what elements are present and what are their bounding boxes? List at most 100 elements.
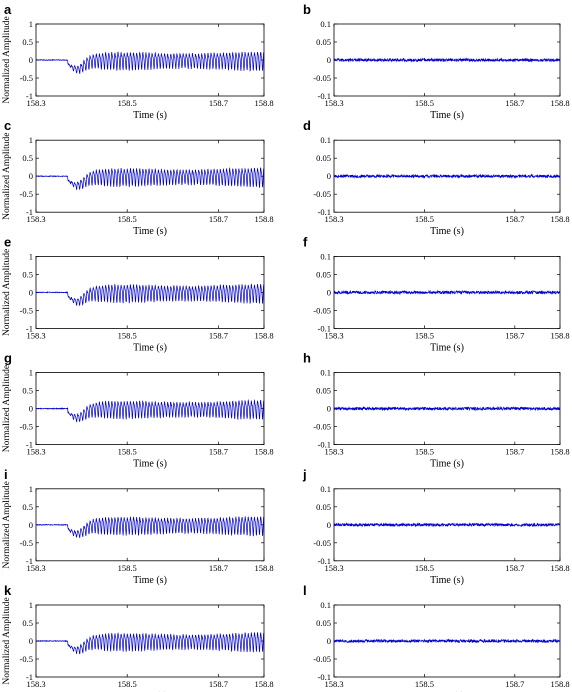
x-tick-label: 158.7 [209, 447, 228, 457]
x-tick-label: 158.8 [254, 563, 273, 573]
x-tick-label: 158.5 [415, 330, 434, 340]
panel-b: b -0.1 -0.05 0 0.05 0.1 158.3 158.5 158.7 158.8 Ti… [303, 2, 570, 121]
y-tick-label: 0.05 [316, 502, 331, 512]
x-axis-label: Time (s) [430, 342, 464, 353]
y-tick-label: -0.1 [318, 672, 331, 682]
y-axis-label: Normalized Amplitude [2, 365, 12, 452]
panel-f: f -0.1 -0.05 0 0.05 0.1 158.3 158.5 158.7 158.8 Ti… [303, 234, 570, 353]
series-line [333, 638, 561, 644]
y-tick-label: 0 [29, 55, 33, 65]
y-axis-label: Normalized Amplitude [2, 249, 12, 336]
panel-i: i -1 -0.5 0 0.5 1 158.3 158.5 158.7 158.8 Time (s)… [2, 467, 274, 586]
x-tick-label: 158.7 [209, 330, 228, 340]
y-tick-label: 0.05 [316, 618, 331, 628]
x-tick-label: 158.3 [324, 330, 343, 340]
panel-a: a -1 -0.5 0 0.5 1 158.3 158.5 158.7 158.8 Time (s)… [2, 2, 274, 121]
x-tick-label: 158.5 [415, 447, 434, 457]
x-tick-label: 158.8 [550, 447, 569, 457]
panel-h: h -0.1 -0.05 0 0.05 0.1 158.3 158.5 158.7 158.8 Ti… [303, 351, 570, 470]
y-tick-label: 0 [327, 520, 331, 530]
x-tick-label: 158.7 [209, 679, 228, 689]
x-axis-label: Time (s) [133, 575, 167, 586]
x-tick-label: 158.8 [550, 98, 569, 108]
x-tick-label: 158.8 [254, 447, 273, 457]
x-axis-label: Time (s) [133, 459, 167, 470]
y-tick-label: -0.1 [318, 323, 331, 333]
y-tick-label: 0 [327, 287, 331, 297]
y-tick-label: 1 [29, 19, 33, 29]
x-tick-label: 158.8 [550, 330, 569, 340]
y-tick-label: 0.1 [320, 19, 331, 29]
series-line [333, 173, 561, 179]
y-tick-label: 0.1 [320, 251, 331, 261]
x-tick-label: 158.3 [26, 447, 45, 457]
series-line [35, 398, 265, 423]
panel-letter: c [4, 118, 11, 133]
x-tick-label: 158.3 [324, 214, 343, 224]
x-tick-label: 158.5 [118, 330, 137, 340]
y-tick-label: -0.5 [20, 305, 33, 315]
y-tick-label: 0 [29, 171, 33, 181]
x-tick-label: 158.5 [415, 98, 434, 108]
series-line [35, 283, 265, 307]
x-tick-label: 158.5 [415, 214, 434, 224]
panel-letter: k [4, 583, 12, 598]
panel-j: j -0.1 -0.05 0 0.05 0.1 158.3 158.5 158.7 158.8 Ti… [302, 467, 570, 586]
x-tick-label: 158.7 [505, 447, 524, 457]
x-tick-label: 158.7 [209, 214, 228, 224]
y-tick-label: 1 [29, 368, 33, 378]
y-tick-label: 0.5 [22, 153, 33, 163]
panel-letter: d [303, 118, 311, 133]
y-tick-label: -0.5 [20, 189, 33, 199]
y-tick-label: 0 [327, 636, 331, 646]
y-tick-label: -0.1 [318, 556, 331, 566]
y-tick-label: -0.5 [20, 73, 33, 83]
x-tick-label: 158.5 [118, 447, 137, 457]
y-axis-label: Normalized Amplitude [2, 597, 12, 684]
x-tick-label: 158.5 [118, 98, 137, 108]
x-tick-label: 158.3 [324, 447, 343, 457]
series-line [35, 631, 265, 655]
y-tick-label: 0 [29, 636, 33, 646]
x-axis-label: Time (s) [430, 226, 464, 237]
y-tick-label: -1 [26, 440, 33, 450]
y-tick-label: 0 [29, 520, 33, 530]
y-tick-label: 0 [327, 55, 331, 65]
panel-letter: g [4, 351, 12, 366]
x-tick-label: 158.5 [118, 563, 137, 573]
series-line [333, 289, 561, 296]
panel-letter: j [302, 467, 307, 482]
y-tick-label: 0.05 [316, 37, 331, 47]
x-tick-label: 158.3 [324, 98, 343, 108]
y-axis-label: Normalized Amplitude [2, 133, 12, 220]
x-tick-label: 158.8 [254, 679, 273, 689]
x-tick-label: 158.8 [550, 563, 569, 573]
x-axis-label: Time (s) [133, 342, 167, 353]
y-tick-label: 0 [327, 171, 331, 181]
y-tick-label: 0.5 [22, 37, 33, 47]
y-tick-label: -0.05 [313, 654, 331, 664]
x-tick-label: 158.3 [26, 330, 45, 340]
x-tick-label: 158.3 [324, 563, 343, 573]
series-line [333, 522, 561, 528]
y-tick-label: -0.1 [318, 91, 331, 101]
y-tick-label: -1 [26, 207, 33, 217]
y-tick-label: 0 [29, 287, 33, 297]
x-tick-label: 158.3 [26, 563, 45, 573]
y-tick-label: -0.05 [313, 189, 331, 199]
y-tick-label: 1 [29, 484, 33, 494]
y-tick-label: -0.05 [313, 73, 331, 83]
y-tick-label: -0.5 [20, 654, 33, 664]
series-line [35, 51, 265, 75]
x-tick-label: 158.5 [415, 563, 434, 573]
y-tick-label: 0.1 [320, 368, 331, 378]
x-tick-label: 158.7 [209, 563, 228, 573]
x-tick-label: 158.8 [254, 330, 273, 340]
panel-d: d -0.1 -0.05 0 0.05 0.1 158.3 158.5 158.7 158.8 Ti… [303, 118, 570, 237]
y-tick-label: 1 [29, 135, 33, 145]
y-tick-label: 0.05 [316, 153, 331, 163]
y-tick-label: 0.05 [316, 269, 331, 279]
panel-letter: a [4, 2, 12, 17]
series-line [333, 57, 561, 63]
y-tick-label: 0.5 [22, 502, 33, 512]
